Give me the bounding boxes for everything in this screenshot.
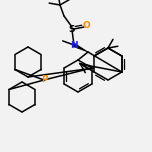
Text: O: O [82,21,90,31]
Text: S: S [69,26,75,35]
Polygon shape [73,43,88,52]
Text: P: P [41,76,47,85]
Text: N: N [70,40,78,50]
